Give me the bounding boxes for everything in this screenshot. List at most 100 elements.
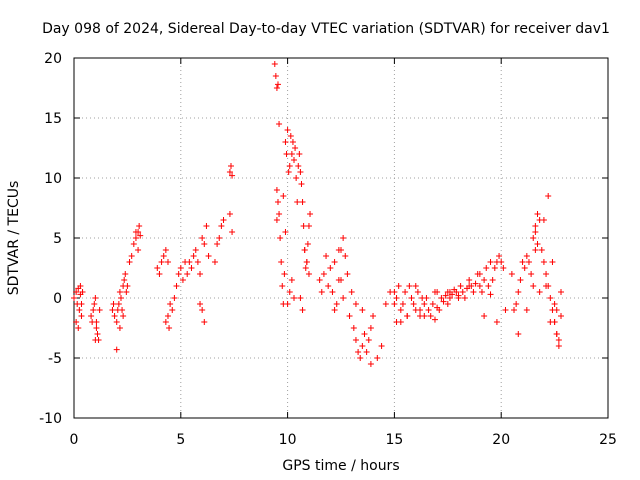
x-tick-label: 15	[385, 432, 403, 448]
data-point	[363, 349, 370, 355]
data-point	[288, 151, 295, 157]
data-point	[110, 301, 117, 307]
data-point	[201, 319, 208, 325]
data-point	[410, 301, 417, 307]
data-point	[421, 313, 428, 319]
data-point	[391, 289, 398, 295]
data-point	[350, 325, 357, 331]
data-point	[167, 301, 174, 307]
data-point	[558, 313, 565, 319]
data-point	[487, 259, 494, 265]
data-point	[117, 295, 124, 301]
data-point	[73, 289, 80, 295]
data-point	[274, 81, 281, 88]
y-tick-label: 15	[44, 111, 62, 127]
data-point	[289, 139, 296, 145]
data-point	[297, 169, 304, 175]
data-point	[288, 277, 295, 283]
data-point	[431, 316, 438, 323]
data-point	[273, 217, 280, 223]
data-point	[545, 193, 552, 199]
data-point	[459, 289, 466, 295]
data-point	[534, 241, 541, 247]
data-point	[359, 307, 366, 313]
data-point	[515, 289, 522, 295]
data-point	[300, 223, 307, 229]
data-point	[331, 259, 338, 265]
data-point	[489, 277, 496, 283]
data-point	[404, 313, 411, 319]
data-point	[538, 247, 545, 253]
data-point	[352, 337, 359, 343]
data-point	[298, 181, 305, 187]
data-point	[476, 271, 483, 277]
data-point	[461, 295, 468, 301]
data-point	[493, 319, 500, 325]
data-point	[199, 307, 206, 313]
data-point	[121, 277, 128, 283]
data-point	[164, 259, 171, 265]
data-point	[540, 259, 547, 265]
data-point	[359, 343, 366, 349]
data-point	[436, 307, 443, 313]
data-point	[280, 193, 287, 199]
data-point	[438, 295, 445, 301]
data-point	[201, 241, 208, 247]
data-point	[496, 253, 503, 259]
data-point	[283, 151, 290, 157]
data-point	[273, 85, 280, 91]
data-point	[455, 295, 462, 301]
data-point	[184, 271, 191, 277]
data-point	[292, 145, 299, 151]
data-point	[395, 283, 402, 289]
data-point	[344, 271, 351, 277]
data-point	[421, 301, 428, 307]
data-point	[286, 289, 293, 295]
data-point	[491, 265, 498, 271]
data-point	[199, 235, 206, 241]
data-point	[446, 295, 453, 301]
data-point	[229, 229, 236, 235]
data-point	[291, 295, 298, 301]
data-point	[96, 307, 103, 313]
data-point	[304, 241, 311, 247]
y-tick-label: -10	[39, 411, 62, 427]
data-point	[277, 235, 284, 241]
data-marks	[71, 61, 565, 367]
data-point	[156, 271, 163, 277]
data-point	[173, 283, 180, 289]
data-point	[164, 313, 171, 319]
data-point	[190, 253, 197, 259]
data-point	[540, 217, 547, 223]
data-point	[162, 247, 169, 253]
data-point	[444, 301, 451, 307]
data-point	[92, 337, 99, 343]
data-point	[302, 265, 309, 271]
data-point	[519, 259, 526, 265]
x-tick-label: 0	[70, 432, 79, 448]
data-point	[166, 325, 173, 331]
data-point	[273, 187, 280, 193]
data-point	[120, 313, 127, 319]
data-point	[214, 241, 221, 247]
data-point	[113, 319, 120, 325]
data-point	[555, 343, 562, 349]
data-point	[414, 289, 421, 295]
data-point	[226, 169, 233, 175]
data-point	[295, 163, 302, 169]
data-point	[279, 283, 286, 289]
data-point	[532, 247, 539, 253]
data-point	[333, 301, 340, 307]
data-point	[318, 289, 325, 295]
data-point	[532, 223, 539, 229]
y-tick-label: 0	[53, 291, 62, 307]
data-point	[276, 211, 283, 217]
data-point	[171, 295, 178, 301]
data-point	[132, 235, 139, 241]
chart-title: Day 098 of 2024, Sidereal Day-to-day VTE…	[42, 21, 610, 37]
data-point	[549, 259, 556, 265]
data-point	[137, 232, 144, 239]
data-point	[511, 307, 518, 313]
data-point	[271, 61, 278, 67]
